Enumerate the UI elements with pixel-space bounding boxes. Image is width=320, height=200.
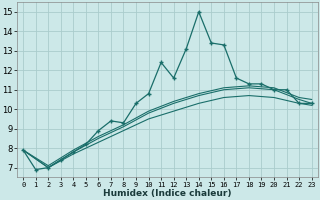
X-axis label: Humidex (Indice chaleur): Humidex (Indice chaleur) (103, 189, 232, 198)
